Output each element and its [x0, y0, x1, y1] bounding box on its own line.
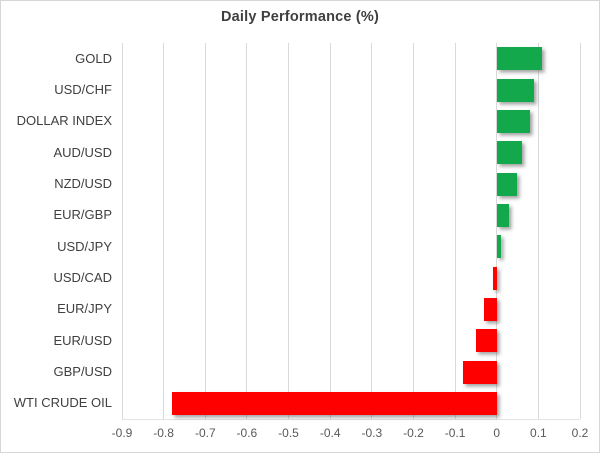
- category-label-usd-cad: USD/CAD: [53, 270, 112, 285]
- category-label-usd-chf: USD/CHF: [54, 82, 112, 97]
- category-label-gold: GOLD: [75, 50, 112, 66]
- x-tick-label-0.1: 0.1: [530, 426, 547, 440]
- gridline--0.4: [329, 43, 331, 419]
- bar-usd-cad: [492, 266, 497, 290]
- bar-dollar-index: [496, 109, 530, 133]
- bar-usd-chf: [496, 78, 535, 102]
- x-tick-label-0: 0: [493, 426, 501, 440]
- category-label-nzd-usd: NZD/USD: [54, 176, 112, 191]
- category-label-eur-gbp: EUR/GBP: [53, 207, 112, 223]
- bar-nzd-usd: [496, 172, 518, 196]
- bar-aud-usd: [496, 141, 522, 165]
- category-label-usd-jpy: USD/JPY: [57, 238, 112, 254]
- x-tick-label--0.9: -0.9: [111, 426, 133, 440]
- x-tick-label--0.3: -0.3: [361, 426, 383, 440]
- gridline-0: [496, 43, 498, 419]
- x-axis-line: [122, 419, 580, 420]
- x-tick-label--0.7: -0.7: [194, 426, 216, 440]
- gridline--0.8: [163, 43, 165, 419]
- category-label-gbp-usd: GBP/USD: [53, 364, 112, 379]
- x-tick-label--0.6: -0.6: [236, 426, 258, 440]
- chart-title: Daily Performance (%): [220, 9, 380, 25]
- x-tick-label--0.5: -0.5: [278, 426, 299, 440]
- gridline--0.1: [454, 43, 456, 419]
- gridline-0.2: [579, 43, 581, 419]
- gridline--0.9: [121, 43, 123, 419]
- gridline--0.7: [204, 43, 206, 419]
- x-tick-label--0.8: -0.8: [153, 426, 174, 440]
- category-label-eur-jpy: EUR/JPY: [57, 301, 112, 317]
- gridline--0.5: [288, 43, 289, 419]
- gridline--0.6: [246, 43, 248, 419]
- bar-eur-gbp: [496, 203, 510, 227]
- bar-gbp-usd: [463, 360, 497, 384]
- x-tick-label-0.2: 0.2: [571, 426, 589, 440]
- x-tick-label--0.2: -0.2: [403, 426, 424, 440]
- gridline--0.3: [371, 43, 373, 419]
- bar-eur-jpy: [484, 297, 497, 321]
- category-label-dollar-index: DOLLAR INDEX: [16, 113, 112, 129]
- x-tick-label--0.1: -0.1: [444, 426, 466, 440]
- bar-eur-usd: [475, 329, 497, 353]
- bar-gold: [496, 47, 543, 71]
- gridline-0.1: [537, 43, 539, 419]
- category-label-wti-crude-oil: WTI CRUDE OIL: [13, 395, 112, 411]
- bar-usd-jpy: [496, 235, 501, 259]
- bar-wti-crude-oil: [172, 391, 497, 415]
- gridline--0.2: [413, 43, 414, 419]
- x-tick-label--0.4: -0.4: [319, 426, 341, 440]
- category-label-eur-usd: EUR/USD: [53, 332, 112, 348]
- category-label-aud-usd: AUD/USD: [53, 144, 112, 160]
